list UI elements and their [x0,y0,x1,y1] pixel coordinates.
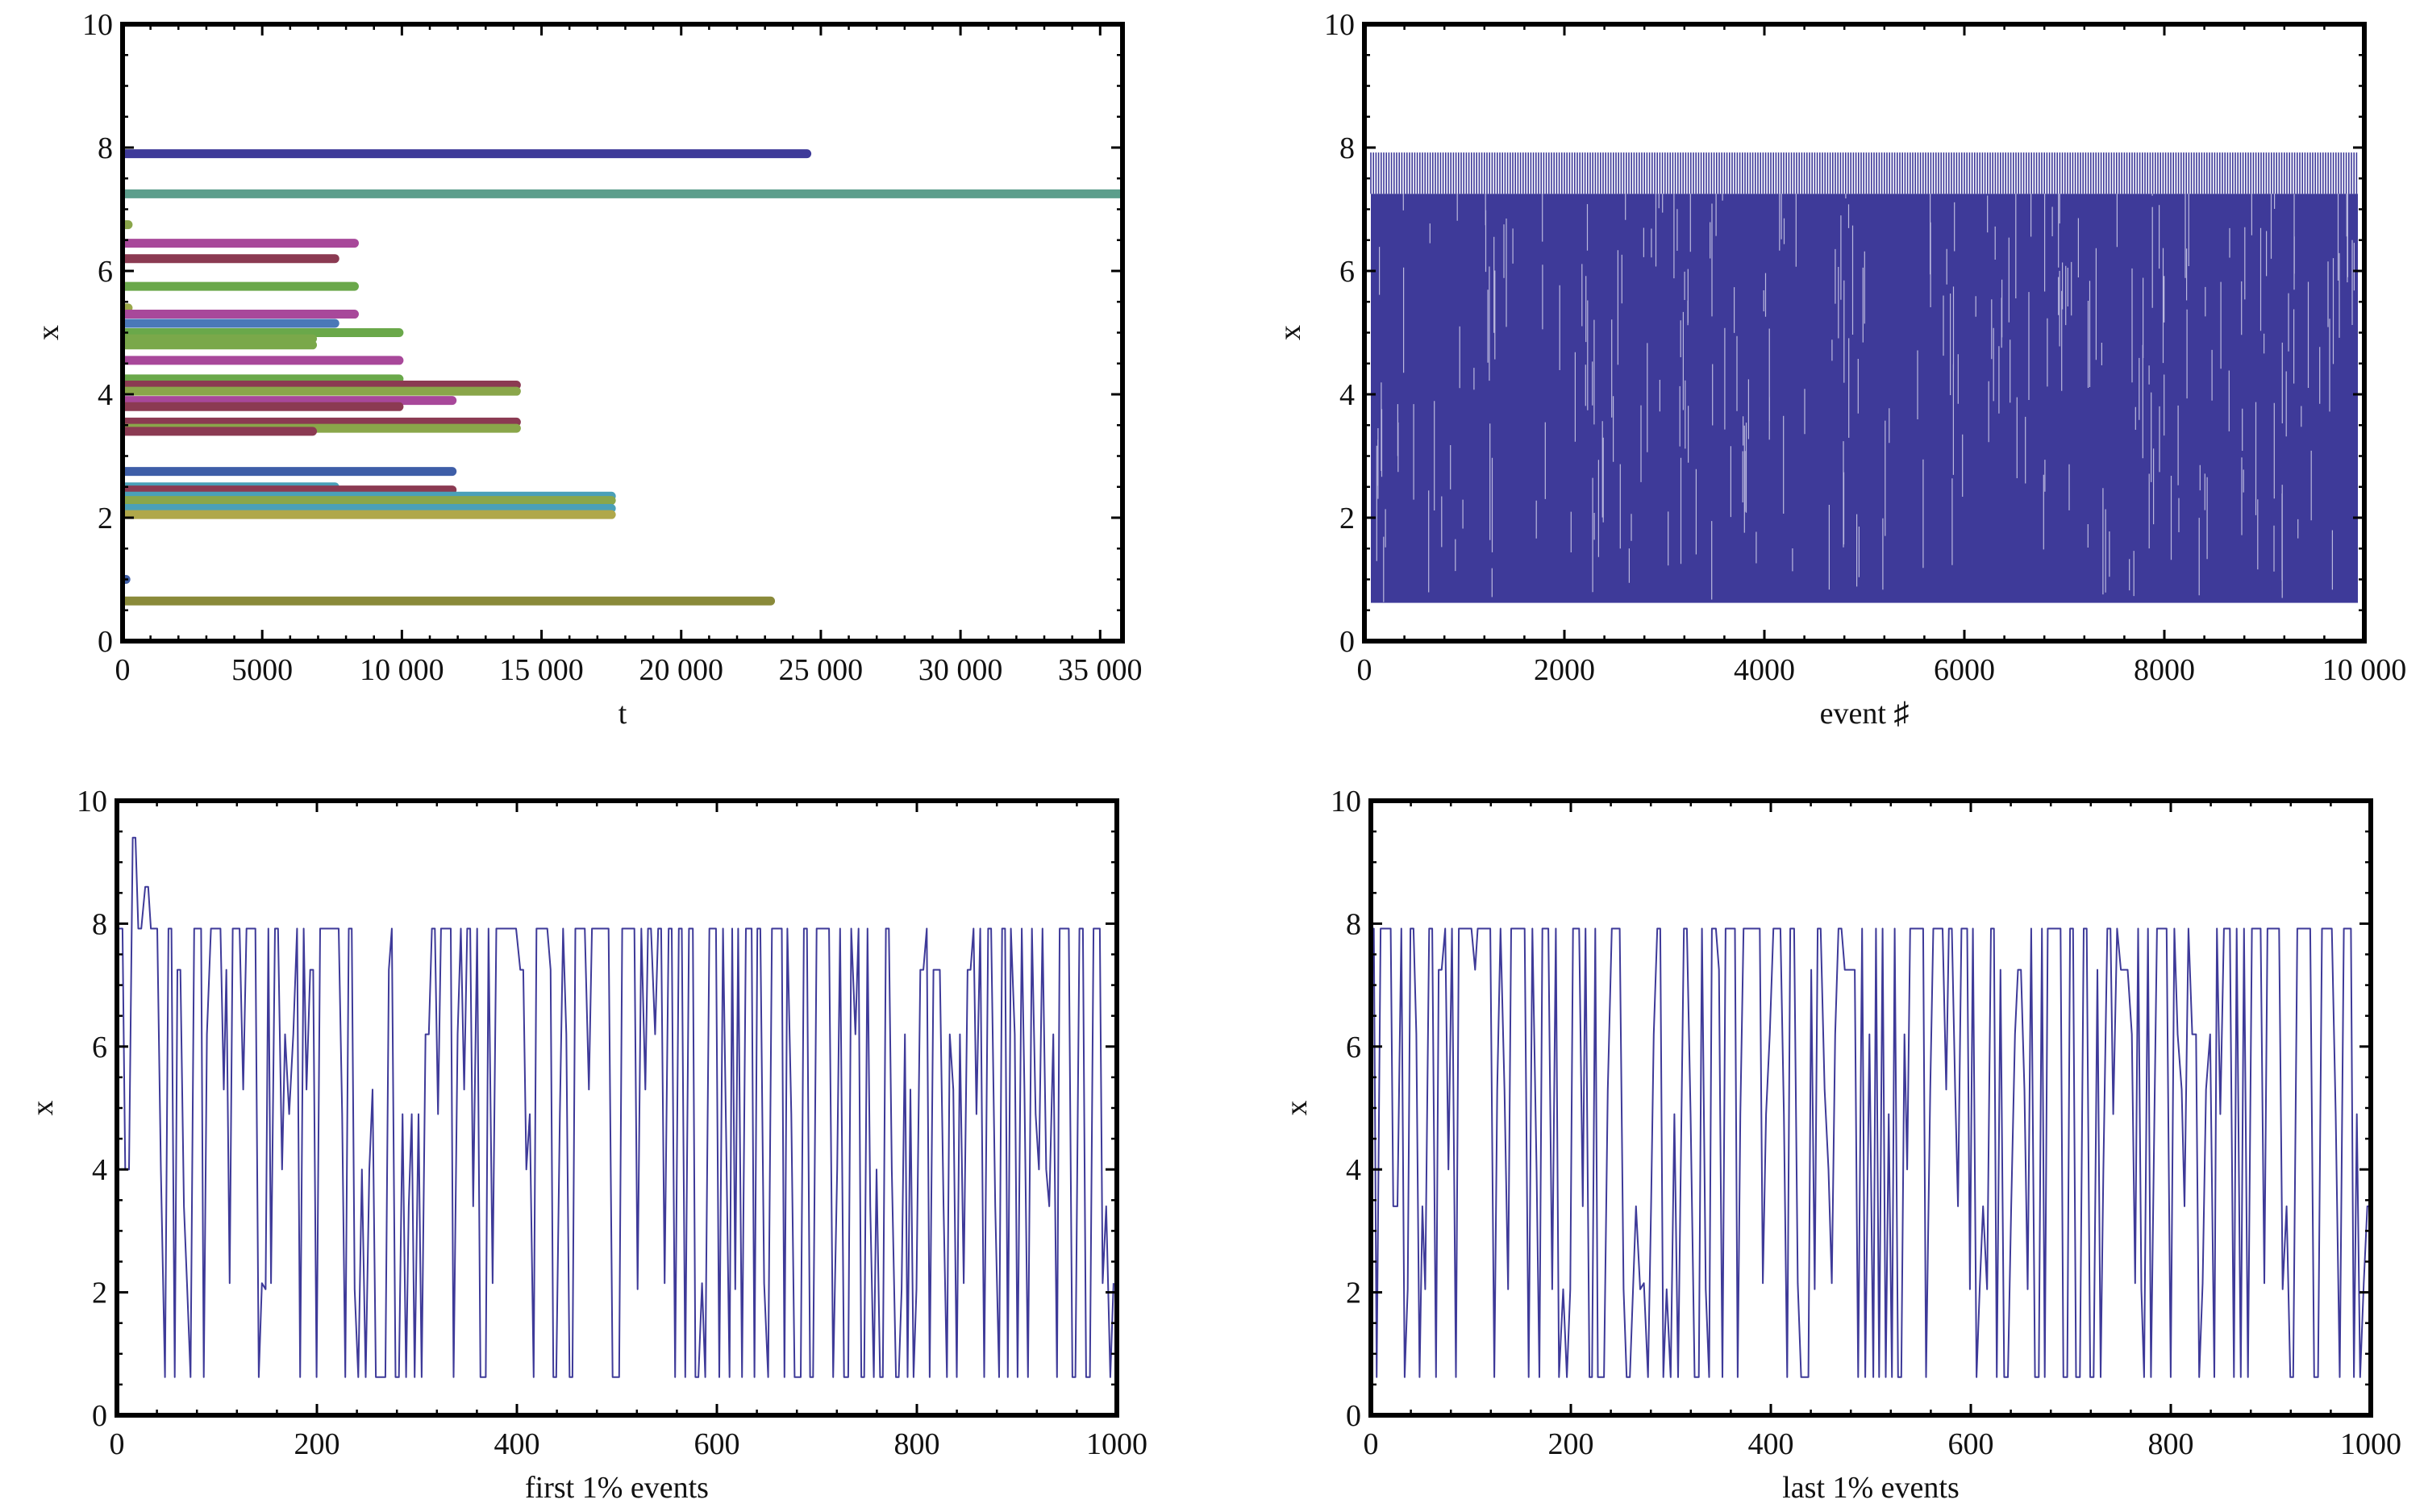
y-tick-label: 4 [92,1153,107,1187]
y-tick-label: 0 [92,1399,107,1433]
y-tick-label: 8 [1339,131,1355,165]
plot-area [123,149,1122,606]
x-tick-label: 800 [894,1427,940,1461]
x-tick-label: 6000 [1934,653,1995,687]
band-spikes [1370,152,2358,194]
chart-bottom-left: 0 200 400 600 800 1000 0 2 4 6 8 10 first 1% events x [26,785,1147,1505]
x-tick-label: 5000 [231,653,293,687]
x-tick-label: 600 [694,1427,740,1461]
plot-area [117,836,1114,1378]
y-tick-label: 2 [1346,1277,1361,1310]
x-tick-label: 2000 [1534,653,1595,687]
y-tick-label: 0 [1339,625,1355,659]
y-tick-label: 10 [1331,785,1361,818]
x-tick-label: 200 [1548,1427,1594,1461]
y-axis-label: x [31,325,65,340]
y-tick-label: 2 [1339,502,1355,535]
y-tick-label: 4 [98,378,113,412]
x-tick-label: 400 [1748,1427,1794,1461]
y-tick-label: 10 [82,8,113,42]
x-tick-label: 1000 [1086,1427,1147,1461]
y-tick-label: 8 [1346,907,1361,941]
x-tick-label: 10 000 [360,653,444,687]
x-axis-label: last 1% events [1782,1471,1960,1505]
y-tick-label: 0 [98,625,113,659]
x-tick-label: 0 [115,653,131,687]
y-tick-label: 0 [1346,1399,1361,1433]
x-tick-label: 10 000 [2322,653,2407,687]
y-tick-label: 2 [92,1277,107,1310]
series-line [1371,927,2371,1378]
y-tick-label: 10 [1324,8,1355,42]
x-tick-label: 30 000 [918,653,1003,687]
chart-top-left: 0 5000 10 000 15 000 20 000 25 000 30 000 35 00… [31,8,1143,731]
series-line [117,836,1114,1378]
y-axis-label: x [1273,325,1307,340]
x-tick-label: 20 000 [639,653,723,687]
y-tick-label: 6 [92,1031,107,1064]
y-tick-label: 6 [1346,1031,1361,1064]
x-tick-label: 15 000 [499,653,584,687]
plot-area [1370,152,2358,603]
x-tick-label: 0 [1364,1427,1379,1461]
x-axis-label: first 1% events [525,1471,709,1505]
chart-top-right: 0 2000 4000 6000 8000 10 000 0 2 4 6 8 10 event ♯ x [1273,8,2406,731]
y-tick-label: 6 [1339,255,1355,289]
x-tick-label: 600 [1948,1427,1994,1461]
x-tick-label: 0 [110,1427,125,1461]
x-axis-label: event ♯ [1820,697,1910,731]
x-tick-label: 35 000 [1058,653,1143,687]
chart-bottom-right: 0 200 400 600 800 1000 0 2 4 6 8 10 last 1% events x [1280,785,2401,1505]
band-streaks [1376,194,2355,602]
y-tick-label: 8 [92,907,107,941]
x-tick-label: 25 000 [779,653,864,687]
y-tick-label: 10 [77,785,107,818]
x-tick-label: 4000 [1734,653,1795,687]
y-tick-label: 2 [98,502,113,535]
x-tick-label: 800 [2148,1427,2194,1461]
plot-area [1371,927,2371,1378]
x-tick-label: 200 [294,1427,340,1461]
y-tick-label: 8 [98,131,113,165]
y-tick-label: 6 [98,255,113,289]
x-tick-label: 1000 [2340,1427,2401,1461]
x-tick-label: 0 [1357,653,1372,687]
y-tick-label: 4 [1339,378,1355,412]
y-axis-label: x [1280,1101,1314,1116]
x-tick-label: 400 [494,1427,540,1461]
x-axis-label: t [618,697,627,731]
y-tick-label: 4 [1346,1153,1361,1187]
x-tick-label: 8000 [2134,653,2195,687]
y-axis-label: x [26,1101,60,1116]
